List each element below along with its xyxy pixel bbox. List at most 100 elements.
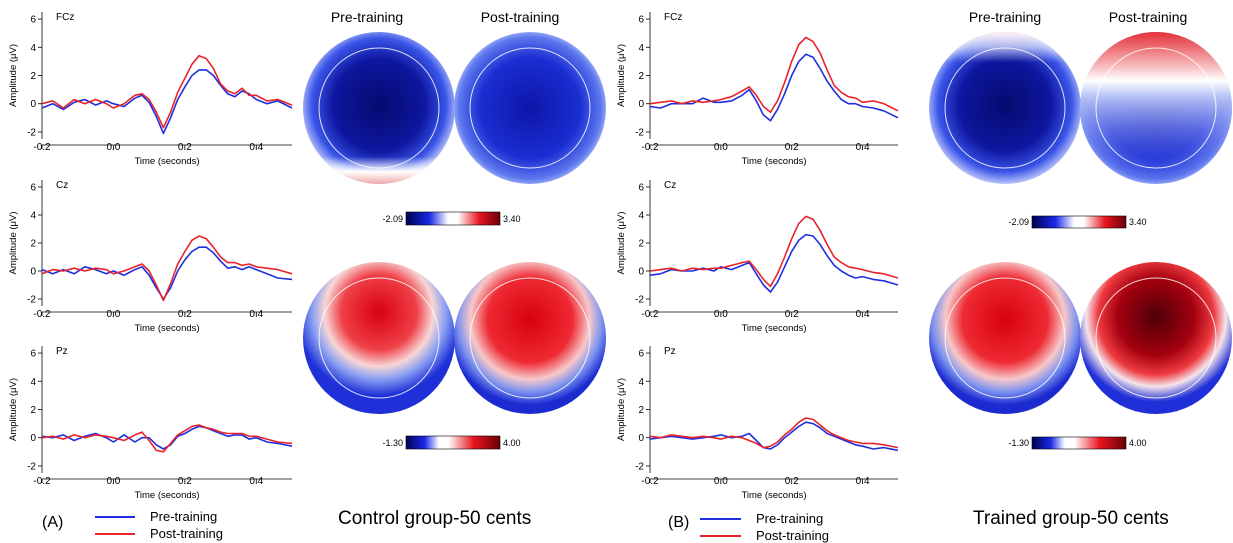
erp-plot-b-fcz: -2 0 2 4 6 -0.2 0.0 0.2 0.4 Time (seconds) Amplitu… (616, 12, 899, 167)
x-tick-label: -0.2 (33, 142, 51, 153)
x-tick-label: 0.0 (714, 476, 728, 487)
series-line-post (649, 417, 899, 449)
y-tick-label: 0 (638, 267, 644, 278)
erp-plot-a-pz: -2 0 2 4 6 -0.2 0.0 0.2 0.4 Time (seconds) Amplitu… (8, 346, 293, 501)
topomap-a-lower-pre (303, 262, 455, 414)
series-line-post (649, 215, 899, 288)
series-line-post (41, 235, 293, 302)
y-tick-label: -2 (27, 127, 36, 138)
topo-header-post-a: Post-training (481, 9, 560, 25)
x-tick-label: 0.2 (785, 476, 799, 487)
erp-plot-b-cz: -2 0 2 4 6 -0.2 0.0 0.2 0.4 Time (seconds) Amplitu… (616, 180, 899, 334)
topo-header-post-b: Post-training (1109, 9, 1188, 25)
x-tick-label: -0.2 (641, 476, 659, 487)
series-line-pre (41, 69, 293, 135)
y-tick-label: 6 (30, 349, 36, 360)
x-tick-label: 0.2 (178, 476, 192, 487)
y-axis-label: Amplitude (μV) (616, 378, 627, 441)
legend-b-post-label: Post-training (756, 528, 829, 543)
y-tick-label: 4 (638, 377, 644, 388)
y-tick-label: 6 (638, 349, 644, 360)
colorbar-b-upper-min: -2.09 (1008, 217, 1029, 227)
series-line-post (649, 36, 899, 113)
x-tick-label: -0.2 (641, 309, 659, 320)
panel-label-b: (B) (668, 514, 689, 531)
channel-label: Pz (56, 346, 68, 357)
x-tick-label: 0.4 (856, 309, 870, 320)
topomap-b-lower-pre (929, 262, 1081, 414)
topomap-b-lower-post (1080, 262, 1232, 414)
x-axis-label: Time (seconds) (741, 323, 806, 334)
x-tick-label: 0.4 (249, 476, 263, 487)
topomap-b-upper-post (1080, 32, 1232, 184)
x-tick-label: 0.0 (106, 476, 120, 487)
channel-label: FCz (56, 12, 74, 23)
caption-control-group: Control group-50 cents (338, 508, 531, 529)
colorbar-b-lower-max: 4.00 (1129, 438, 1147, 448)
channel-label: FCz (664, 12, 682, 23)
topomap-a-upper-post (454, 32, 606, 184)
x-tick-label: 0.0 (714, 142, 728, 153)
topomap-group-a: Pre-training Post-training -2.09 3.40 -1… (303, 9, 606, 450)
y-tick-label: 4 (638, 43, 644, 54)
y-tick-label: 0 (638, 433, 644, 444)
colorbar-b-lower-min: -1.30 (1008, 438, 1029, 448)
series-line-pre (649, 233, 899, 293)
topo-header-pre-b: Pre-training (969, 9, 1041, 25)
y-tick-label: 0 (638, 99, 644, 110)
series-line-post (41, 54, 293, 129)
erp-plots-layer: -2 0 2 4 6 -0.2 0.0 0.2 0.4 Time (seconds) Amplitu… (8, 12, 899, 501)
series-line-pre (41, 425, 293, 450)
x-tick-label: -0.2 (33, 309, 51, 320)
series-line-pre (649, 53, 899, 122)
x-tick-label: -0.2 (33, 476, 51, 487)
y-tick-label: 2 (30, 71, 36, 82)
x-axis-label: Time (seconds) (134, 156, 199, 167)
erp-plot-a-cz: -2 0 2 4 6 -0.2 0.0 0.2 0.4 Time (seconds) Amplitu… (8, 180, 293, 334)
x-tick-label: 0.4 (249, 309, 263, 320)
y-tick-label: 6 (30, 15, 36, 26)
legend-a-pre-label: Pre-training (150, 509, 217, 524)
y-axis-label: Amplitude (μV) (616, 211, 627, 274)
y-tick-label: 4 (638, 211, 644, 222)
series-line-post (41, 424, 293, 453)
legend-b-pre-label: Pre-training (756, 511, 823, 526)
colorbar-b-upper-max: 3.40 (1129, 217, 1147, 227)
channel-label: Pz (664, 346, 676, 357)
y-tick-label: 2 (30, 239, 36, 250)
y-axis-label: Amplitude (μV) (616, 44, 627, 107)
y-tick-label: 2 (638, 71, 644, 82)
x-tick-label: 0.4 (856, 142, 870, 153)
y-tick-label: 0 (30, 99, 36, 110)
colorbar-a-upper-max: 3.40 (503, 214, 521, 224)
y-tick-label: -2 (635, 461, 644, 472)
x-tick-label: 0.4 (249, 142, 263, 153)
x-tick-label: -0.2 (641, 142, 659, 153)
colorbar-b-upper: -2.09 3.40 (1008, 215, 1147, 229)
y-tick-label: 2 (638, 239, 644, 250)
x-tick-label: 0.0 (106, 142, 120, 153)
colorbar-a-upper-min: -2.09 (382, 214, 403, 224)
y-tick-label: -2 (27, 295, 36, 306)
caption-trained-group: Trained group-50 cents (973, 508, 1169, 529)
legend-a: (A) Pre-training Post-training (42, 509, 223, 541)
x-axis-label: Time (seconds) (741, 156, 806, 167)
y-tick-label: -2 (635, 295, 644, 306)
y-tick-label: 2 (30, 405, 36, 416)
x-tick-label: 0.4 (856, 476, 870, 487)
x-axis-label: Time (seconds) (134, 490, 199, 501)
y-tick-label: 4 (30, 211, 36, 222)
channel-label: Cz (56, 180, 68, 191)
colorbar-a-upper: -2.09 3.40 (382, 211, 521, 226)
colorbar-a-lower-max: 4.00 (503, 438, 521, 448)
erp-plot-b-pz: -2 0 2 4 6 -0.2 0.0 0.2 0.4 Time (seconds) Amplitu… (616, 346, 899, 501)
topomap-a-lower-post (454, 262, 606, 414)
y-tick-label: 0 (30, 433, 36, 444)
y-axis-label: Amplitude (μV) (8, 44, 19, 107)
x-tick-label: 0.2 (178, 309, 192, 320)
erp-plot-a-fcz: -2 0 2 4 6 -0.2 0.0 0.2 0.4 Time (seconds) Amplitu… (8, 12, 293, 167)
y-axis-label: Amplitude (μV) (8, 378, 19, 441)
y-tick-label: 4 (30, 43, 36, 54)
channel-label: Cz (664, 180, 676, 191)
